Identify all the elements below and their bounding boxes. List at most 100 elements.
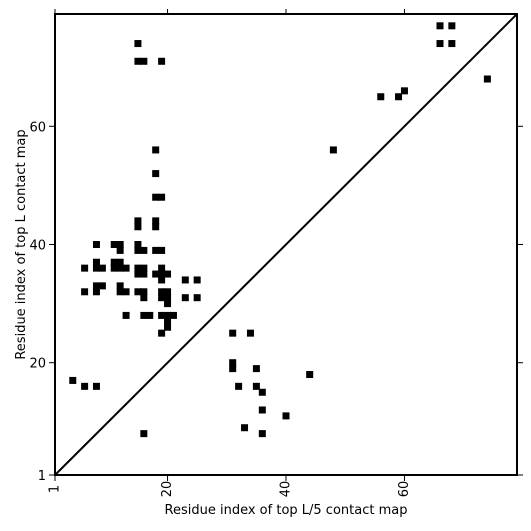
contact-point	[140, 246, 148, 254]
contact-point	[116, 282, 124, 290]
contact-point	[158, 276, 166, 284]
contact-point	[158, 57, 166, 65]
contact-point	[258, 430, 266, 438]
contact-point	[306, 371, 314, 379]
contact-point	[134, 270, 142, 278]
contact-point	[164, 294, 172, 302]
y-tick-label-1: 20	[29, 357, 46, 372]
contact-point	[252, 365, 260, 373]
contact-point	[377, 93, 385, 101]
contact-point	[235, 382, 243, 390]
contact-point	[252, 382, 260, 390]
contact-point	[134, 264, 142, 272]
contact-point	[229, 329, 237, 337]
contact-point	[164, 288, 172, 296]
contact-point	[158, 246, 166, 254]
contact-point	[122, 311, 130, 319]
contact-point	[164, 300, 172, 308]
contact-point	[116, 264, 124, 272]
contact-point	[92, 264, 100, 272]
contact-point	[158, 288, 166, 296]
contact-point	[122, 288, 130, 296]
x-tick-label-3: 60	[397, 481, 412, 498]
contact-point	[81, 288, 89, 296]
contact-point	[193, 294, 201, 302]
x-tick-label-2: 40	[279, 481, 294, 498]
contact-point	[258, 388, 266, 396]
contact-point	[134, 40, 142, 48]
contact-point	[152, 170, 160, 178]
contact-point	[140, 264, 148, 272]
contact-point	[140, 430, 148, 438]
contact-point	[169, 311, 177, 319]
contact-point	[436, 40, 444, 48]
contact-point	[395, 93, 403, 101]
contact-point	[92, 288, 100, 296]
contact-point	[110, 258, 118, 266]
contact-point	[140, 294, 148, 302]
y-tick-label-0: 1	[38, 469, 46, 484]
contact-point	[282, 412, 290, 420]
x-tick-label-1: 20	[160, 481, 175, 498]
contact-point	[92, 282, 100, 290]
contact-point	[241, 424, 249, 432]
contact-point	[436, 22, 444, 30]
contact-point	[164, 311, 172, 319]
contact-point	[229, 359, 237, 367]
contact-point	[329, 146, 337, 154]
contact-point	[152, 246, 160, 254]
contact-point	[158, 264, 166, 272]
contact-point	[134, 241, 142, 248]
contact-point	[158, 193, 166, 201]
contact-point	[158, 329, 166, 337]
contact-point	[158, 294, 166, 302]
contact-point	[116, 288, 124, 296]
y-tick-label-3: 60	[29, 120, 46, 135]
x-axis-label: Residue index of top L/5 contact map	[165, 503, 408, 518]
contact-point	[116, 241, 124, 248]
contact-point	[110, 264, 118, 272]
contact-point	[134, 57, 142, 65]
contact-point	[158, 311, 166, 319]
contact-point	[116, 246, 124, 254]
contact-point	[134, 246, 142, 254]
contact-point	[98, 282, 106, 290]
contact-point	[152, 217, 160, 225]
contact-point	[258, 406, 266, 414]
contact-point	[69, 376, 77, 384]
contact-point	[152, 146, 160, 154]
contact-point	[246, 329, 254, 337]
contact-point	[81, 382, 89, 390]
plot-frame	[54, 13, 518, 476]
contact-point	[448, 22, 456, 30]
contact-point	[400, 87, 408, 95]
contact-point	[152, 223, 160, 231]
y-tick-label-2: 40	[29, 239, 46, 254]
contact-point	[81, 264, 89, 272]
contact-point	[134, 288, 142, 296]
ticks-layer: 1 20 40 60 1 20 40 60	[29, 9, 523, 497]
contact-point	[134, 217, 142, 225]
contact-point	[483, 75, 491, 83]
contact-point	[146, 311, 154, 319]
x-tick-label-0: 1	[48, 485, 63, 493]
contact-point	[140, 57, 148, 65]
y-axis-label: Residue index of top L contact map	[14, 129, 29, 359]
contact-point	[134, 223, 142, 231]
contact-point	[152, 270, 160, 278]
contact-point	[164, 270, 172, 278]
contact-point	[158, 270, 166, 278]
contact-point	[140, 270, 148, 278]
contact-point	[98, 264, 106, 272]
contact-point	[181, 294, 189, 302]
diagonal-line	[54, 13, 518, 476]
contact-point	[116, 258, 124, 266]
contact-point	[181, 276, 189, 284]
contact-point	[140, 311, 148, 319]
contact-point	[164, 323, 172, 331]
contact-point	[193, 276, 201, 284]
contact-point	[92, 258, 100, 266]
contact-point	[152, 193, 160, 201]
